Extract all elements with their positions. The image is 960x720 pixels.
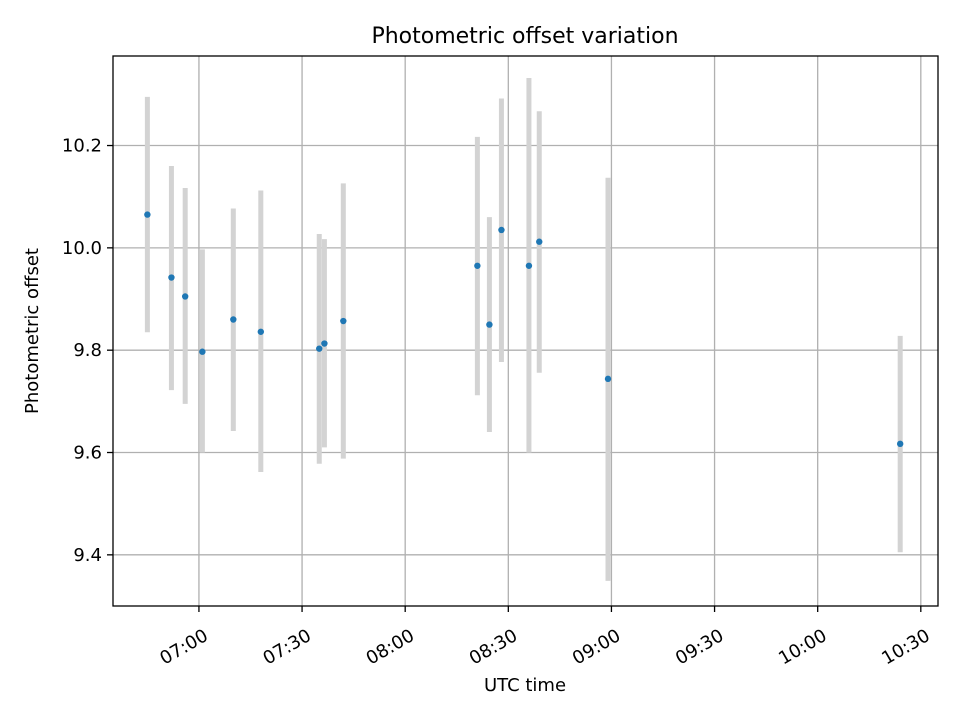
data-point (181, 293, 189, 300)
y-tick-label: 9.6 (73, 443, 102, 464)
data-point (340, 317, 347, 325)
data-point (498, 226, 505, 234)
grid (113, 56, 938, 606)
y-tick-label: 9.8 (73, 340, 102, 361)
plot-frame (112, 55, 939, 607)
data-point (230, 316, 237, 323)
y-tick-label: 10.0 (62, 238, 102, 259)
data-point (896, 440, 904, 448)
y-axis-label: Photometric offset (22, 248, 43, 414)
data-point (474, 262, 481, 269)
data-point (604, 375, 612, 383)
data-point (316, 345, 323, 352)
data-point (321, 340, 328, 347)
data-point (144, 211, 151, 218)
data-point (199, 348, 206, 355)
x-axis-label: UTC time (484, 675, 566, 696)
data-point (486, 321, 493, 328)
y-tick-label: 10.2 (62, 136, 102, 157)
data-point (168, 274, 175, 281)
data-point (525, 262, 533, 269)
data-point (536, 238, 543, 245)
y-axis-ticks: 9.4 9.6 9.8 10.0 10.2 (62, 136, 113, 566)
data-point (257, 328, 265, 335)
chart-title: Photometric offset variation (371, 24, 678, 49)
data-points (144, 211, 904, 448)
y-tick-label: 9.4 (73, 545, 102, 566)
